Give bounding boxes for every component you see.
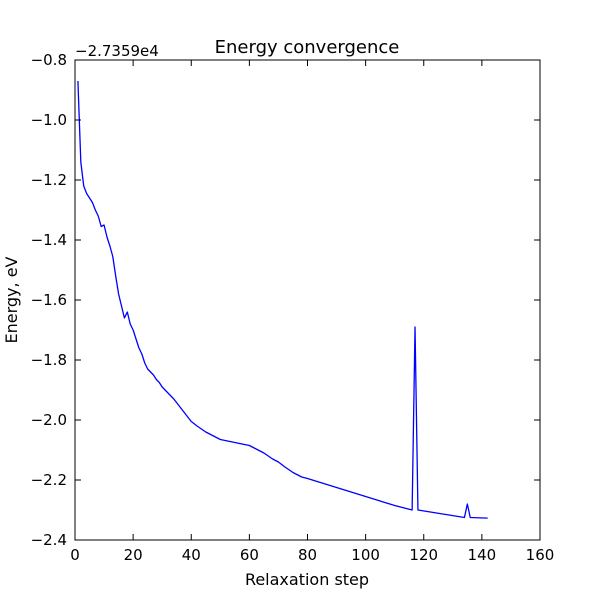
x-tick-label: 40 <box>182 546 201 564</box>
plot-layer <box>77 80 488 519</box>
y-tick-label: −1.0 <box>31 111 67 129</box>
y-tick-label: −1.6 <box>31 291 67 309</box>
series-line-0 <box>77 80 488 519</box>
y-tick-label: −1.2 <box>31 171 67 189</box>
y-axis-label: Energy, eV <box>2 256 21 343</box>
x-tick-label: 100 <box>351 546 380 564</box>
y-tick-label: −0.8 <box>31 51 67 69</box>
y-tick-label: −1.8 <box>31 351 67 369</box>
chart-title: Energy convergence <box>215 37 400 58</box>
x-tick-label: 80 <box>298 546 317 564</box>
y-offset-label: −2.7359e4 <box>75 42 159 60</box>
y-tick-label: −2.2 <box>31 471 67 489</box>
y-tick-label: −1.4 <box>31 231 67 249</box>
x-tick-label: 160 <box>526 546 555 564</box>
x-tick-label: 120 <box>409 546 438 564</box>
x-tick-label: 20 <box>124 546 143 564</box>
y-tick-label: −2.0 <box>31 411 67 429</box>
x-tick-label: 0 <box>70 546 80 564</box>
ticks-layer: 0 20 40 60 80 100 120 140 160 −0.8 −1.0 −1.2 −1.4 −1.… <box>31 51 555 564</box>
x-axis-label: Relaxation step <box>245 570 369 589</box>
y-tick-label: −2.4 <box>31 531 67 549</box>
x-tick-label: 140 <box>468 546 497 564</box>
x-tick-label: 60 <box>240 546 259 564</box>
